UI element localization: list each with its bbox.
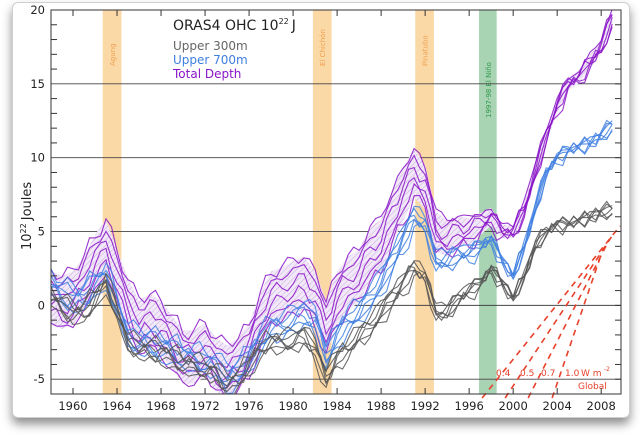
- chart-title: ORAS4 OHC 1022 J: [173, 17, 296, 34]
- x-tick-label: 1960: [58, 399, 87, 413]
- series-layer: [51, 10, 613, 394]
- x-tick-label: 1992: [410, 399, 439, 413]
- trend-rate-label: 0.7: [541, 369, 555, 379]
- event-band: [479, 10, 497, 394]
- series-line-total-depth: [51, 17, 613, 383]
- trend-line: [481, 225, 621, 399]
- event-band: [102, 10, 122, 394]
- event-band-label: Pinatubo: [422, 35, 430, 66]
- legend-item-upper-700m: Upper 700m: [173, 53, 248, 67]
- x-tick-label: 1968: [146, 399, 175, 413]
- series-line-total-depth: [51, 13, 613, 355]
- series-line-upper-700m: [51, 120, 613, 370]
- trend-line: [551, 257, 601, 399]
- y-tick-label: 20: [30, 3, 45, 17]
- x-tick-label: 1964: [102, 399, 131, 413]
- y-tick-label: 0: [38, 298, 45, 312]
- y-tick-label: 15: [30, 77, 45, 91]
- series-line-total-depth: [51, 26, 613, 394]
- trend-rate-label: 0.4: [496, 369, 511, 379]
- trend-unit-exp: -2: [604, 366, 610, 373]
- event-band-label: El Chichón: [319, 29, 327, 66]
- trend-unit-label: W m: [581, 369, 602, 379]
- legend-item-upper-300m: Upper 300m: [173, 39, 248, 53]
- y-tick-label: 5: [38, 225, 45, 239]
- x-tick-label: 1972: [190, 399, 219, 413]
- axis-ticks: 1960 1964 1968 1972 1976 1980 1984 1988 1992 1996…: [30, 3, 621, 413]
- series-line-total-depth: [51, 23, 613, 389]
- series-line-upper-300m: [51, 200, 613, 382]
- spread-hatch: [51, 10, 613, 394]
- y-tick-label: -5: [34, 372, 45, 386]
- x-tick-label: 2004: [543, 399, 572, 413]
- trend-rate-label: 0.5: [520, 369, 534, 379]
- x-tick-label: 2008: [587, 399, 616, 413]
- x-tick-label: 1984: [322, 399, 351, 413]
- series-line-total-depth: [51, 10, 613, 348]
- series-line-upper-300m: [51, 205, 613, 380]
- event-band-label: Agung: [109, 43, 117, 66]
- trend-region-label: Global: [578, 382, 607, 392]
- y-axis-label: 1022Joules: [19, 182, 35, 250]
- trend-rate-label: 1.0: [565, 369, 580, 379]
- x-tick-label: 1976: [234, 399, 263, 413]
- x-tick-label: 1996: [455, 399, 484, 413]
- x-tick-label: 2000: [499, 399, 528, 413]
- trend-lines: 0.4 0.5 0.7 1.0 W m -2 Global: [481, 225, 621, 399]
- x-tick-label: 1988: [366, 399, 395, 413]
- legend-item-total-depth: Total Depth: [172, 67, 241, 81]
- series-line-upper-700m: [51, 119, 613, 372]
- event-band-label: 1997-98 El Niño: [485, 62, 493, 118]
- x-tick-label: 1980: [278, 399, 307, 413]
- y-tick-label: 10: [30, 151, 45, 165]
